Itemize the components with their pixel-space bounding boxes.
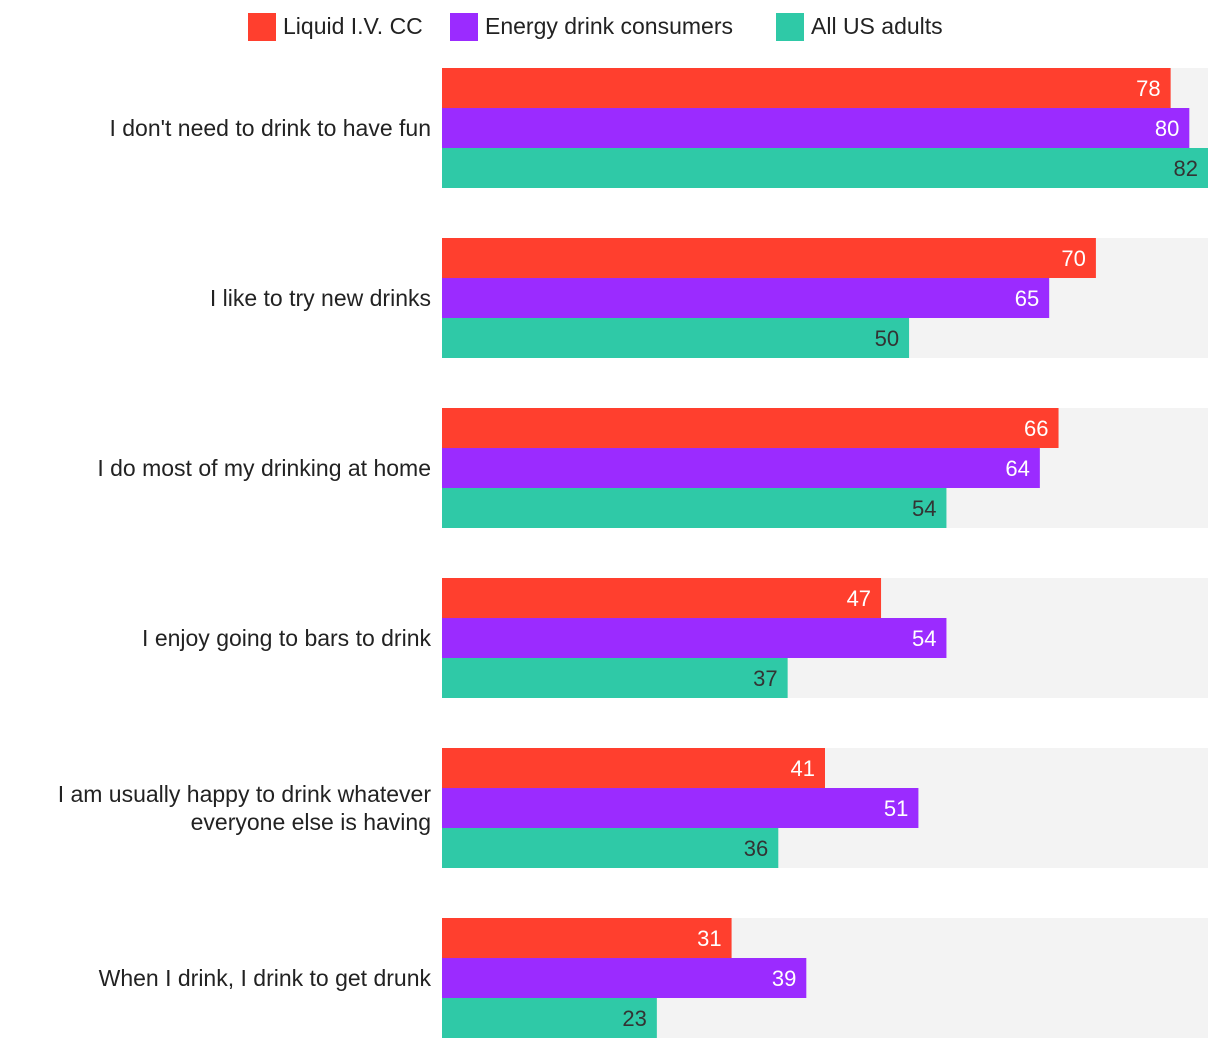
bar-1-3 bbox=[442, 408, 1059, 448]
data-label: 70 bbox=[1061, 246, 1085, 271]
data-label: 65 bbox=[1015, 286, 1039, 311]
legend-swatch-2 bbox=[450, 13, 478, 41]
bar-2-2 bbox=[442, 278, 1050, 318]
bar-1-4 bbox=[442, 578, 882, 618]
bar-2-6 bbox=[442, 958, 807, 998]
bar-3-3 bbox=[442, 488, 947, 528]
data-label: 47 bbox=[847, 586, 871, 611]
data-label: 37 bbox=[753, 666, 777, 691]
data-label: 66 bbox=[1024, 416, 1048, 441]
data-label: 78 bbox=[1136, 76, 1160, 101]
data-label: 39 bbox=[772, 966, 796, 991]
bar-3-2 bbox=[442, 318, 910, 358]
bar-3-4 bbox=[442, 658, 788, 698]
legend-swatch-3 bbox=[776, 13, 804, 41]
data-label: 50 bbox=[875, 326, 899, 351]
category-label: everyone else is having bbox=[191, 809, 431, 835]
category-label: I like to try new drinks bbox=[210, 285, 431, 311]
bar-3-6 bbox=[442, 998, 657, 1038]
category-label: I enjoy going to bars to drink bbox=[142, 625, 431, 651]
data-label: 82 bbox=[1174, 156, 1198, 181]
legend-label-3: All US adults bbox=[811, 13, 943, 39]
data-label: 54 bbox=[912, 496, 936, 521]
bar-2-5 bbox=[442, 788, 919, 828]
category-label: I do most of my drinking at home bbox=[97, 455, 431, 481]
legend-swatch-1 bbox=[248, 13, 276, 41]
bar-3-1 bbox=[442, 148, 1208, 188]
bar-2-3 bbox=[442, 448, 1040, 488]
data-label: 51 bbox=[884, 796, 908, 821]
data-label: 54 bbox=[912, 626, 936, 651]
bar-2-1 bbox=[442, 108, 1190, 148]
data-label: 23 bbox=[622, 1006, 646, 1031]
category-label: I am usually happy to drink whatever bbox=[58, 781, 432, 807]
category-label: When I drink, I drink to get drunk bbox=[99, 965, 432, 991]
data-label: 64 bbox=[1005, 456, 1029, 481]
category-label: I don't need to drink to have fun bbox=[109, 115, 431, 141]
legend-label-1: Liquid I.V. CC bbox=[283, 13, 423, 39]
bar-3-5 bbox=[442, 828, 779, 868]
bar-1-2 bbox=[442, 238, 1096, 278]
legend-label-2: Energy drink consumers bbox=[485, 13, 733, 39]
bar-2-4 bbox=[442, 618, 947, 658]
bar-1-6 bbox=[442, 918, 732, 958]
bar-1-1 bbox=[442, 68, 1171, 108]
data-label: 80 bbox=[1155, 116, 1179, 141]
bar-1-5 bbox=[442, 748, 825, 788]
data-label: 41 bbox=[791, 756, 815, 781]
data-label: 36 bbox=[744, 836, 768, 861]
data-label: 31 bbox=[697, 926, 721, 951]
